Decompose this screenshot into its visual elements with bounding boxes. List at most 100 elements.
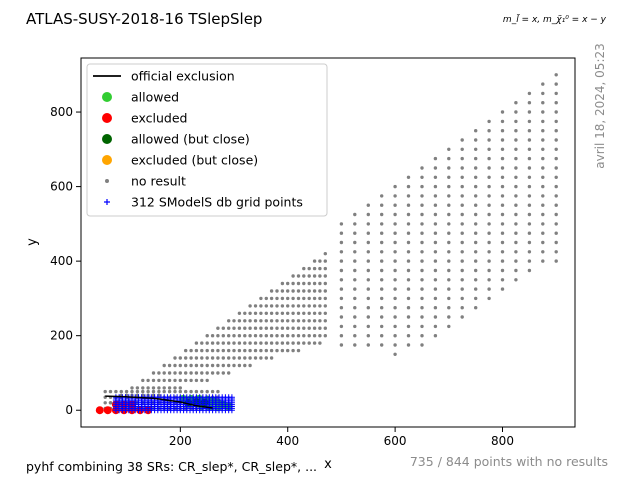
legend-plus-marker [104, 199, 110, 205]
no-result-point [184, 389, 188, 394]
no-result-point [264, 326, 268, 330]
no-result-point [200, 341, 204, 345]
no-result-point [302, 334, 306, 338]
no-result-point [210, 371, 215, 375]
no-result-point [380, 306, 384, 310]
no-result-point [162, 371, 166, 375]
x-axis-label: x [324, 457, 332, 472]
no-result-point [243, 363, 247, 368]
no-result-point [380, 250, 384, 254]
no-result-point [406, 184, 411, 189]
no-result-point [200, 378, 204, 383]
no-result-point [514, 156, 518, 161]
no-result-point [227, 334, 231, 338]
no-result-point [474, 184, 478, 189]
no-result-point [393, 250, 397, 254]
no-result-point [447, 240, 451, 245]
no-result-point [447, 203, 451, 207]
no-result-point [248, 326, 252, 330]
no-result-point [103, 401, 107, 405]
no-result-point [366, 203, 370, 207]
no-result-point [487, 240, 491, 245]
no-result-point [393, 287, 397, 291]
no-result-point [312, 281, 317, 286]
no-result-point [420, 324, 424, 329]
legend-small-marker [105, 179, 109, 183]
no-result-point [406, 324, 411, 329]
legend-dot-marker [102, 155, 112, 165]
no-result-point [307, 311, 311, 315]
x-tick-label: 600 [384, 434, 407, 448]
no-result-point [554, 203, 558, 207]
no-result-point [167, 378, 172, 383]
no-result-point [420, 296, 424, 301]
no-result-point [380, 259, 384, 263]
no-result-point [380, 212, 384, 217]
no-result-point [237, 356, 242, 360]
no-result-point [527, 110, 532, 114]
no-result-point [420, 343, 424, 347]
no-result-point [237, 341, 242, 345]
no-result-point [323, 319, 327, 323]
no-result-point [286, 289, 290, 293]
no-result-point [205, 341, 209, 345]
no-result-point [275, 296, 279, 301]
no-result-point [253, 304, 258, 308]
no-result-point [554, 101, 558, 105]
no-result-point [353, 278, 357, 282]
no-result-point [200, 348, 204, 353]
no-result-point [205, 334, 209, 338]
no-result-point [433, 212, 438, 217]
excluded-point [103, 406, 112, 415]
no-result-point [210, 334, 215, 338]
no-result-point [302, 274, 306, 278]
no-result-point [280, 319, 285, 323]
footer-left: pyhf combining 38 SRs: CR_slep*, CR_slep… [26, 459, 317, 474]
legend-label: excluded (but close) [131, 153, 258, 168]
no-result-point [216, 334, 220, 338]
no-result-point [339, 259, 344, 263]
no-result-point [554, 73, 558, 77]
no-result-point [474, 138, 478, 142]
no-result-point [135, 386, 140, 390]
no-result-point [275, 289, 279, 293]
no-result-point [280, 334, 285, 338]
no-result-point [280, 341, 285, 345]
no-result-point [380, 296, 384, 301]
no-result-point [487, 278, 491, 282]
no-result-point [460, 268, 464, 273]
no-result-point [312, 296, 317, 301]
no-result-point [447, 250, 451, 254]
no-result-point [302, 304, 306, 308]
no-result-point [514, 278, 518, 282]
no-result-point [151, 378, 156, 383]
no-result-point [554, 212, 558, 217]
no-result-point [269, 311, 274, 315]
no-result-point [312, 334, 317, 338]
no-result-point [323, 266, 327, 271]
no-result-point [178, 389, 182, 394]
no-result-point [194, 348, 199, 353]
no-result-point [527, 91, 532, 96]
no-result-point [514, 212, 518, 217]
legend-label: excluded [131, 111, 187, 126]
no-result-point [380, 203, 384, 207]
no-result-point [460, 203, 464, 207]
no-result-point [406, 250, 411, 254]
no-result-point [460, 315, 464, 319]
no-result-point [500, 194, 505, 198]
no-result-point [291, 334, 295, 338]
no-result-points [103, 73, 558, 411]
no-result-point [210, 341, 215, 345]
no-result-point [541, 82, 545, 86]
no-result-point [307, 341, 311, 345]
no-result-point [353, 343, 357, 347]
no-result-point [318, 274, 322, 278]
no-result-point [227, 348, 231, 353]
no-result-point [447, 222, 451, 226]
no-result-point [253, 319, 258, 323]
no-result-point [124, 389, 129, 394]
no-result-point [420, 175, 424, 179]
no-result-point [393, 212, 397, 217]
